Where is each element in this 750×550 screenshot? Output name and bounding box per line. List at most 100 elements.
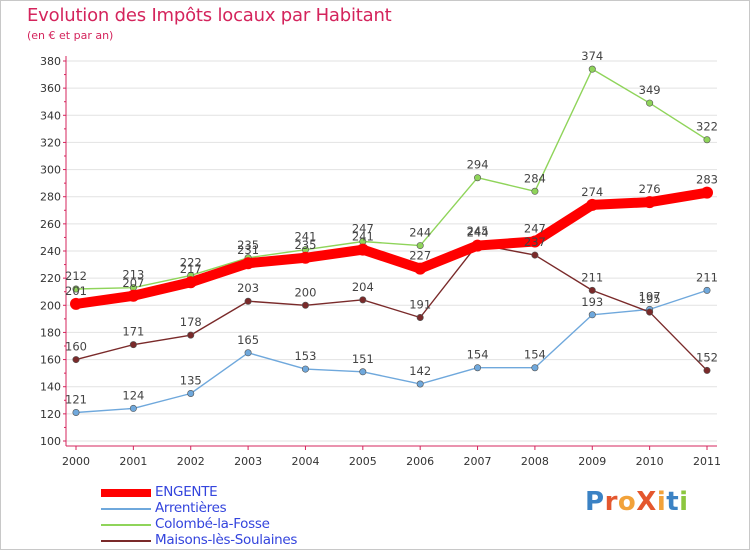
data-label: 235 [294, 238, 316, 252]
legend-label-colombe: Colombé-la-Fosse [155, 516, 270, 532]
data-label: 244 [467, 226, 489, 240]
legend-item-colombe[interactable]: Colombé-la-Fosse [101, 516, 341, 533]
data-point [299, 251, 312, 264]
data-label: 322 [696, 120, 718, 134]
data-point [586, 198, 599, 211]
legend: ENGENTE Arrentières Colombé-la-Fosse Mai… [101, 484, 341, 549]
data-point [70, 297, 82, 310]
data-label: 160 [65, 340, 87, 354]
x-tick-label: 2002 [177, 455, 205, 468]
data-point [703, 136, 711, 144]
data-label: 212 [65, 269, 87, 283]
data-label: 197 [639, 289, 661, 303]
data-point [471, 239, 484, 252]
data-point [187, 389, 195, 397]
data-point [244, 349, 252, 357]
logo-letter: P [585, 487, 605, 517]
data-point [187, 331, 195, 339]
axes [63, 56, 717, 450]
data-label: 213 [122, 268, 144, 282]
data-label: 154 [467, 348, 489, 362]
data-point [531, 187, 539, 195]
data-label: 135 [180, 374, 202, 388]
data-label: 165 [237, 333, 259, 347]
x-tick-label: 2008 [521, 455, 549, 468]
data-point [416, 380, 424, 388]
data-label: 283 [696, 173, 718, 187]
data-point [703, 286, 711, 294]
legend-label-maisons: Maisons-lès-Soulaines [155, 532, 298, 548]
chart-title: Evolution des Impôts locaux par Habitant [27, 5, 392, 26]
series-line-1 [75, 289, 708, 414]
data-label: 204 [352, 280, 374, 294]
series-line-3 [75, 243, 708, 372]
logo-letter: r [604, 487, 618, 517]
data-point [359, 296, 367, 304]
data-point [242, 257, 255, 270]
data-label: 200 [294, 285, 316, 299]
x-tick-label: 2009 [578, 455, 606, 468]
data-point [72, 408, 80, 416]
data-point [474, 364, 482, 372]
data-label: 178 [180, 315, 202, 329]
data-point [588, 286, 596, 294]
y-tick-label: 180 [40, 326, 61, 339]
y-tick-label: 280 [40, 191, 61, 204]
data-point [416, 313, 424, 321]
y-tick-label: 260 [40, 218, 61, 231]
data-label: 241 [294, 230, 316, 244]
logo-letter: i [656, 487, 667, 517]
data-point [531, 251, 539, 259]
x-tick-label: 2006 [406, 455, 434, 468]
data-label: 374 [581, 49, 603, 63]
y-tick-label: 140 [40, 381, 61, 394]
data-point [588, 311, 596, 319]
x-tick-label: 2011 [693, 455, 721, 468]
data-point [127, 289, 140, 302]
data-point [72, 356, 80, 364]
y-tick-label: 120 [40, 408, 61, 421]
proxiti-logo: ProXiti [585, 487, 689, 517]
data-label: 151 [352, 352, 374, 366]
tick-labels: 100 120 140 160 180 200 220 240 260 280 300 320 340 3… [40, 55, 721, 468]
data-label: 153 [294, 349, 316, 363]
data-label: 203 [237, 281, 259, 295]
data-label: 142 [409, 364, 431, 378]
data-point [184, 276, 197, 289]
logo-letter: X [636, 487, 657, 517]
data-label: 154 [524, 348, 546, 362]
y-tick-label: 300 [40, 164, 61, 177]
data-label: 276 [639, 182, 661, 196]
data-point [129, 404, 137, 412]
y-tick-label: 380 [40, 55, 61, 68]
series-line-0 [71, 187, 712, 309]
data-point [531, 364, 539, 372]
data-point [244, 297, 252, 305]
legend-item-engente[interactable]: ENGENTE [101, 484, 341, 501]
logo-letter: o [617, 487, 637, 517]
data-label: 274 [581, 185, 603, 199]
data-label: 121 [65, 393, 87, 407]
data-point [703, 366, 711, 374]
x-tick-label: 2000 [62, 455, 90, 468]
y-tick-label: 240 [40, 245, 61, 258]
legend-item-maisons[interactable]: Maisons-lès-Soulaines [101, 532, 341, 549]
y-tick-label: 200 [40, 299, 61, 312]
data-label: 211 [696, 270, 718, 284]
chart-subtitle: (en € et par an) [27, 29, 114, 42]
data-point [359, 368, 367, 376]
data-point [416, 242, 424, 250]
data-label: 217 [180, 262, 202, 276]
data-label: 349 [639, 83, 661, 97]
legend-swatch-engente [101, 489, 151, 497]
data-label: 294 [467, 158, 489, 172]
data-label: 193 [581, 295, 603, 309]
x-tick-label: 2004 [291, 455, 319, 468]
data-point [301, 365, 309, 373]
y-tick-label: 340 [40, 109, 61, 122]
data-label: 247 [352, 222, 374, 236]
legend-item-arrentieres[interactable]: Arrentières [101, 500, 341, 517]
